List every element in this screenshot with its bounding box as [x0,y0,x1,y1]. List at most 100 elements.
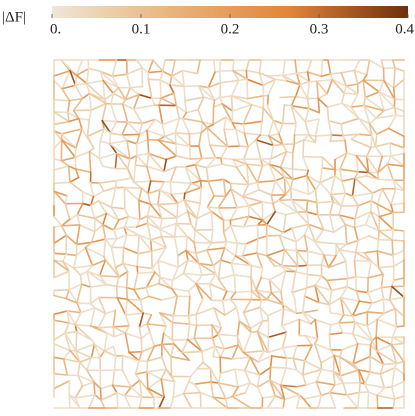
network-edge [250,290,253,301]
network-edge [123,186,143,190]
network-edge [303,344,313,362]
network-edge [391,380,405,388]
network-edge [193,383,202,394]
network-edge [53,69,71,77]
network-edge [338,214,356,220]
network-edge [245,163,250,186]
network-edge [211,333,219,339]
network-edge [353,259,372,263]
network-edge [256,386,264,399]
network-edge [390,336,394,346]
network-edge [135,222,149,228]
network-edge [355,290,369,294]
network-edge [53,225,63,228]
network-edge [319,181,332,196]
network-edge [231,103,253,112]
network-edge [395,114,405,118]
network-edge [188,375,192,383]
network-edge [316,80,319,100]
network-edge [103,332,108,352]
network-edge [149,203,163,220]
network-edge [270,291,284,306]
network-edge [136,271,156,275]
network-edge [136,265,153,270]
network-edge [339,285,348,299]
network-edge [104,259,120,278]
network-edge [266,291,273,301]
network-edge [294,59,298,75]
network-edge [269,379,282,387]
network-edge [217,382,227,400]
network-edge [123,386,132,397]
network-edge [256,165,264,184]
network-edge [305,174,317,191]
network-edge [194,217,198,231]
network-edge [314,338,319,345]
network-edge [170,192,186,196]
network-edge [358,300,373,304]
network-edge [109,139,128,145]
network-edge [366,311,385,315]
network-edge [316,213,325,231]
network-edge [342,133,360,137]
network-edge [214,345,226,350]
network-edge [338,322,344,334]
network-edge [102,223,107,240]
network-edge [110,206,126,210]
network-edge [109,142,131,160]
network-edge [351,311,369,317]
network-edge [242,306,261,314]
network-edge [262,78,277,87]
network-edge [380,286,385,301]
network-edge [67,165,77,170]
network-edge [187,314,191,325]
network-edge [212,116,227,126]
network-edge [62,358,69,376]
network-edge [213,307,226,317]
network-edge [146,129,149,141]
network-edge [111,384,132,388]
network-edge [79,274,83,285]
network-edge [114,152,118,170]
network-edge [158,97,162,106]
network-edge [345,152,358,157]
network-edge [352,333,374,342]
network-edge [112,325,131,328]
network-edge [279,384,298,388]
network-edge [97,200,113,209]
network-edge [354,321,369,327]
network-edge [262,107,275,122]
network-edge [78,117,83,130]
network-edge [391,285,405,299]
network-edge [294,270,309,276]
network-edge [338,214,347,226]
network-edge [75,343,96,352]
network-edge [201,272,217,276]
network-edge [355,154,370,174]
network-edge [67,111,80,120]
network-edge [297,264,309,267]
network-edge [112,92,127,101]
network-edge [351,195,359,207]
network-edge [269,355,273,369]
tick-label: 0. [50,21,61,37]
network-edge [128,351,140,362]
network-edge [210,381,220,384]
network-edge [274,179,287,196]
network-edge [199,179,203,189]
network-edge [377,178,395,181]
network-edge [160,235,167,249]
network-edge [378,228,395,232]
network-edge [190,223,196,231]
network-edge [104,238,113,249]
network-edge [88,147,95,153]
network-edge [126,121,143,125]
network-edge [320,391,331,397]
network-edge [291,270,297,294]
network-edge [111,59,118,77]
network-edge [132,93,140,110]
network-edge [290,105,307,123]
network-edge [193,337,203,353]
network-edge [138,323,148,329]
network-edge [115,285,119,299]
